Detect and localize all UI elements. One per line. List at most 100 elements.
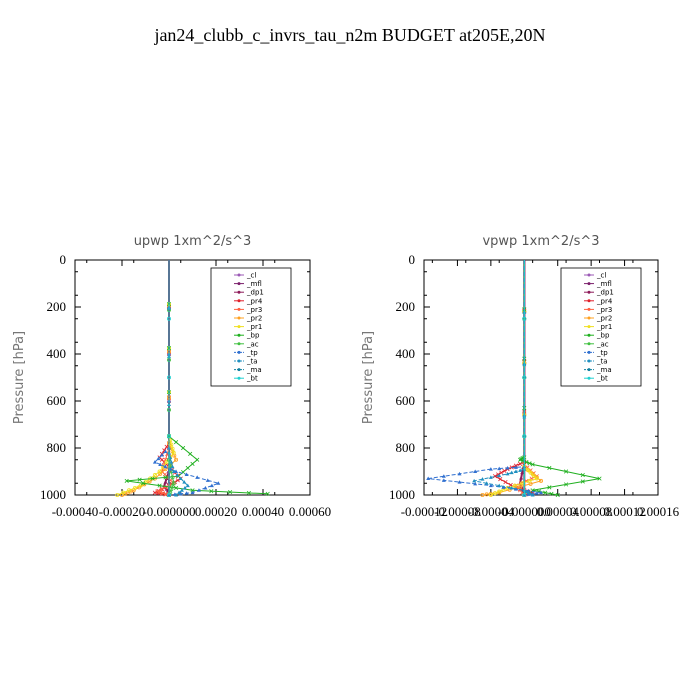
series-marker [166,434,171,439]
x-tick-label: 0.00008 [570,504,612,519]
series-marker [190,488,195,493]
series-marker [173,440,179,445]
panel-title: upwp 1xm^2/s^3 [134,234,252,249]
series-marker [457,480,462,484]
legend-label: _cl [246,272,256,280]
series-marker [185,465,190,471]
series-marker [168,467,173,471]
series-marker [138,483,143,488]
series-marker [157,483,162,488]
series-marker [524,460,529,465]
series-marker [530,462,535,467]
y-tick-label: 600 [396,393,416,408]
y-tick-label: 1000 [389,487,415,502]
series-marker [480,492,485,497]
y-axis-label: Pressure [hPa] [12,331,27,424]
series-marker [195,457,200,462]
series-marker [563,482,569,487]
series-marker [539,490,543,495]
series-marker [174,493,179,497]
series-marker [158,471,163,476]
series-marker [522,434,527,439]
series-marker [152,460,157,464]
series-marker [127,488,132,493]
series-marker [163,475,168,480]
series-marker [527,478,532,483]
series-marker [492,474,498,479]
series-marker [518,461,523,466]
legend-marker [587,273,591,277]
series-marker [520,481,525,486]
legend-label: _dp1 [246,289,264,297]
y-tick-label: 400 [47,346,67,361]
legend-marker [237,307,241,311]
plot-frame [74,259,311,496]
legend-marker [587,376,591,380]
legend-marker [237,333,241,337]
x-tick-label: 0.00016 [637,504,680,519]
series-line-pr3 [515,260,538,496]
legend-box [560,267,642,387]
series-marker [181,445,186,451]
legend-marker [237,299,241,303]
series-marker [505,471,510,476]
series-marker [513,469,518,473]
series-marker [525,467,530,472]
legend-label: _bt [596,375,608,383]
series-marker [166,492,171,497]
series-marker [512,483,517,488]
series-marker [505,465,510,470]
series-marker [499,470,504,475]
series-marker [522,316,527,321]
y-tick-label: 600 [47,393,67,408]
series-marker [549,491,554,496]
series-line-pr2 [482,260,543,496]
series-marker [488,483,493,488]
legend-label: _ma [246,366,262,374]
series-marker [484,481,489,485]
legend-label: _bt [246,375,258,383]
x-tick-label: 0.00060 [289,504,331,519]
x-tick-label: 0.00012 [603,504,645,519]
series-marker [170,464,175,469]
x-tick-label: -0.00012 [401,504,448,519]
series-marker [513,465,518,469]
series-marker [488,467,493,471]
y-tick-label: 800 [396,440,416,455]
legend-marker [587,350,591,354]
x-tick-label: -0.00008 [434,504,481,519]
series-marker [155,489,160,494]
legend-label: _pr4 [596,297,613,305]
series-marker [173,485,179,491]
series-marker [518,468,523,472]
series-marker [527,461,532,466]
series-marker [190,461,195,466]
legend-marker [587,325,591,329]
series-marker [161,491,166,496]
legend-marker [237,273,241,277]
series-marker [473,481,478,486]
x-tick-label: 0.00004 [537,504,580,519]
series-marker [484,492,489,497]
series-marker [169,460,174,464]
legend-label: _cl [596,272,606,280]
legend-label: _pr3 [246,306,262,314]
series-marker [178,491,183,496]
y-tick-label: 0 [60,252,67,267]
plot-frame [423,259,659,496]
series-marker [543,490,548,495]
series-marker [163,457,168,462]
series-marker [509,485,514,490]
series-marker [580,479,585,484]
series-marker [158,462,163,466]
y-tick-label: 400 [396,346,416,361]
series-marker [520,470,525,475]
x-tick-label: -0.000000 [142,504,195,519]
legend-marker [587,282,591,286]
series-marker [526,490,531,495]
series-line-ta [168,260,189,496]
series-marker [209,489,214,494]
series-marker [163,449,168,454]
legend-marker [587,290,591,294]
series-marker [158,490,163,495]
